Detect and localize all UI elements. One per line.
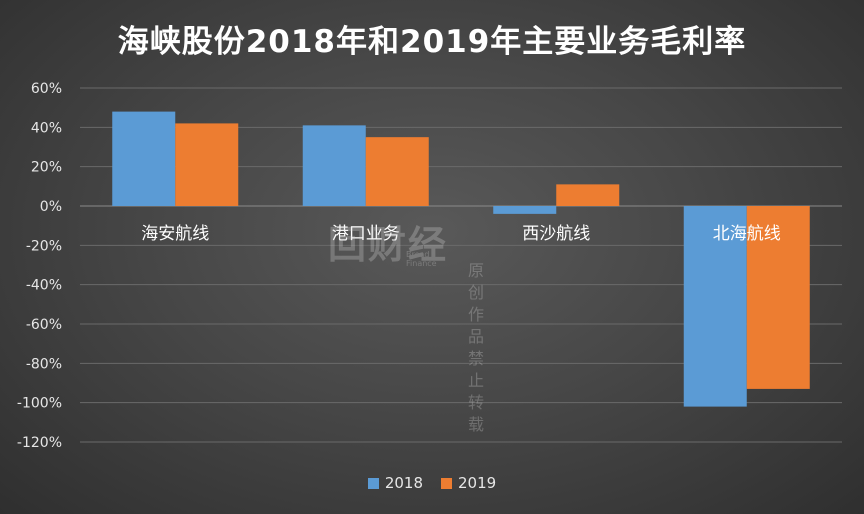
legend: 2018 2019 [0, 474, 864, 492]
category-label: 北海航线 [713, 224, 781, 244]
category-label: 西沙航线 [522, 224, 590, 244]
y-tick-label: -20% [26, 238, 62, 254]
y-tick-label: 60% [31, 81, 62, 97]
y-axis-ticks: 60% 40% 20% 0% -20% -40% -60% -80% -100% -120% [17, 81, 62, 451]
legend-swatch-2018 [367, 477, 379, 489]
legend-label-2019: 2019 [458, 474, 497, 492]
chart-title: 海峡股份2018年和2019年主要业务毛利率 [117, 24, 747, 60]
bar-2019-海安航线 [175, 123, 239, 206]
category-labels: 海安航线 港口业务 西沙航线 北海航线 [141, 224, 781, 244]
y-tick-label: 20% [31, 160, 62, 176]
category-label: 港口业务 [332, 224, 400, 244]
category-label: 海安航线 [141, 224, 209, 244]
y-tick-label: -120% [17, 435, 62, 451]
bars [112, 111, 810, 407]
y-tick-label: -80% [26, 356, 62, 372]
legend-item-2018: 2018 [367, 474, 423, 492]
bar-2019-西沙航线 [556, 184, 620, 206]
y-tick-label: 40% [31, 120, 62, 136]
bar-2019-港口业务 [365, 137, 429, 206]
bar-2018-西沙航线 [493, 206, 557, 214]
y-tick-label: 0% [40, 199, 62, 215]
legend-item-2019: 2019 [441, 474, 496, 492]
y-tick-label: -60% [26, 317, 62, 333]
bar-2019-北海航线 [746, 206, 810, 389]
y-tick-label: -100% [17, 396, 62, 412]
legend-swatch-2019 [441, 477, 452, 489]
legend-label-2018: 2018 [384, 474, 423, 492]
bar-2018-港口业务 [302, 125, 366, 206]
bar-2018-北海航线 [683, 206, 747, 407]
y-tick-label: -40% [26, 278, 62, 294]
bar-2018-海安航线 [112, 111, 176, 206]
